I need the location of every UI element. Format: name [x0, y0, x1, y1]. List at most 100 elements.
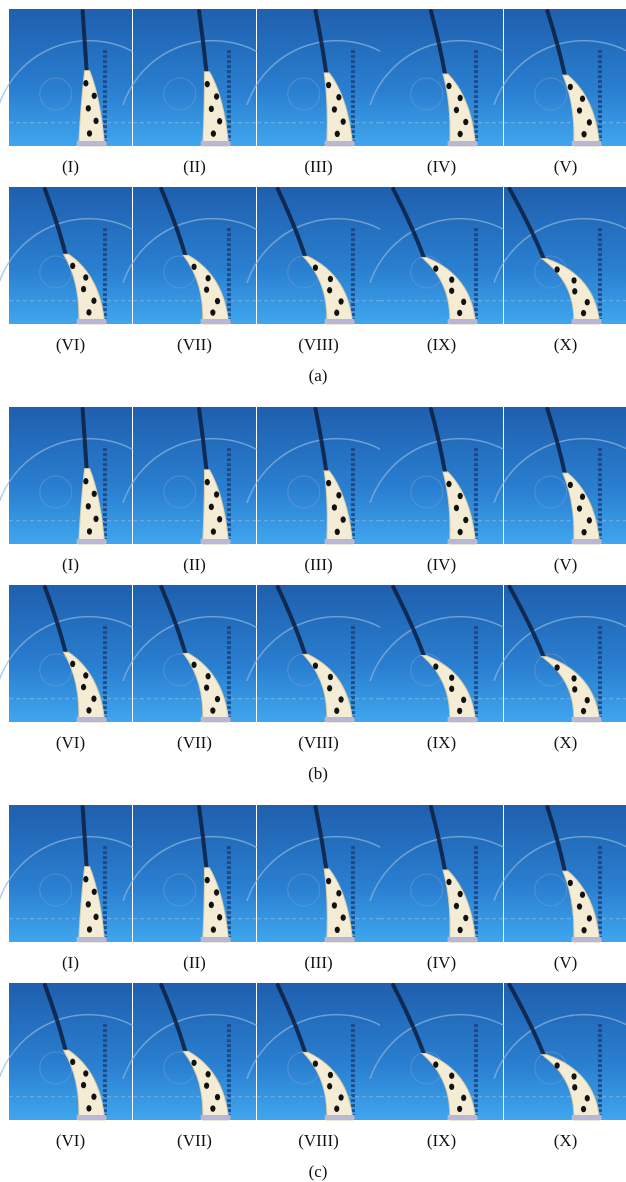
tentacle-dot — [454, 505, 459, 511]
tentacle-dot — [454, 107, 459, 113]
tentacle-dot — [206, 275, 211, 281]
tentacle-dot — [70, 661, 75, 667]
tentacle-dot — [555, 664, 560, 670]
tentacle-dot — [86, 1105, 91, 1111]
tentacle-dot — [568, 84, 573, 90]
photo-background — [257, 983, 380, 1120]
base-clamp — [325, 539, 355, 544]
tentacle-dot — [458, 891, 463, 897]
photo-background — [380, 9, 503, 146]
tentacle-dot — [585, 299, 590, 305]
base-clamp — [77, 1115, 107, 1120]
tentacle-dot — [204, 1082, 209, 1088]
tentacle-dot — [446, 481, 451, 487]
frame-label: (I) — [62, 953, 79, 972]
tentacle-dot — [328, 276, 333, 282]
frame-label: (II) — [183, 555, 206, 574]
tentacle-dot — [83, 1070, 88, 1076]
photo — [247, 805, 390, 942]
tentacle-dot — [191, 1060, 196, 1066]
tentacle-dot — [433, 1061, 438, 1067]
frame-label: (IX) — [427, 335, 456, 354]
base-clamp — [77, 319, 107, 324]
photo-background — [9, 9, 132, 146]
photo-background — [9, 805, 132, 942]
tentacle-dot — [587, 119, 592, 125]
photo — [370, 585, 513, 722]
tentacle-dot — [587, 517, 592, 523]
frame-label: (VI) — [56, 335, 85, 354]
frame-label: (VII) — [177, 335, 212, 354]
photo-background — [9, 407, 132, 544]
tentacle-dot — [334, 310, 339, 316]
photo-background — [133, 187, 256, 324]
tentacle-dot — [81, 1082, 86, 1088]
photo-background — [133, 9, 256, 146]
tentacle-dot — [580, 892, 585, 898]
tentacle-dot — [458, 95, 463, 101]
panel-label: (b) — [308, 764, 328, 783]
photo-background — [257, 187, 380, 324]
tentacle-dot — [446, 879, 451, 885]
base-clamp — [448, 1115, 478, 1120]
tentacle-dot — [457, 708, 462, 714]
frame-label: (X) — [554, 1131, 578, 1150]
tentacle-dot — [217, 914, 222, 920]
tentacle-dot — [338, 696, 343, 702]
photo — [123, 983, 266, 1120]
tentacle-dot — [92, 491, 97, 497]
tentacle-dot — [449, 1072, 454, 1078]
tentacle-dot — [209, 902, 214, 908]
tentacle-dot — [70, 263, 75, 269]
photo — [123, 9, 266, 146]
frame-label: (V) — [554, 953, 578, 972]
frame-label: (VI) — [56, 733, 85, 752]
frame-label: (III) — [304, 953, 332, 972]
frame-label: (VIII) — [298, 1131, 339, 1150]
tentacle-dot — [83, 478, 88, 484]
base-clamp — [325, 717, 355, 722]
base-clamp — [77, 717, 107, 722]
frame-label: (II) — [183, 953, 206, 972]
tentacle-dot — [449, 276, 454, 282]
tentacle-dot — [93, 118, 98, 124]
base-clamp — [325, 1115, 355, 1120]
tentacle-dot — [341, 118, 346, 124]
tentacle-dot — [336, 492, 341, 498]
tentacle-dot — [87, 528, 92, 534]
tentacle-dot — [83, 672, 88, 678]
frame-label: (IX) — [427, 1131, 456, 1150]
tentacle-dot — [91, 696, 96, 702]
frame-label: (X) — [554, 335, 578, 354]
photo — [0, 407, 142, 544]
tentacle-dot — [335, 927, 340, 933]
tentacle-dot — [571, 675, 576, 681]
tentacle-dot — [313, 1060, 318, 1066]
tentacle-dot — [463, 119, 468, 125]
base-clamp — [448, 539, 478, 544]
photo-background — [380, 187, 503, 324]
tentacle-dot — [205, 479, 210, 485]
tentacle-dot — [91, 298, 96, 304]
base-clamp — [572, 141, 602, 146]
frame-label: (III) — [304, 555, 332, 574]
tentacle-dot — [577, 903, 582, 909]
tentacle-dot — [86, 901, 91, 907]
tentacle-dot — [204, 684, 209, 690]
base-clamp — [201, 937, 231, 942]
tentacle-dot — [572, 686, 577, 692]
tentacle-dot — [217, 516, 222, 522]
tentacle-dot — [449, 288, 454, 294]
photo — [494, 407, 626, 544]
photo-background — [504, 187, 626, 324]
tentacle-dot — [214, 491, 219, 497]
tentacle-dot — [204, 286, 209, 292]
tentacle-dot — [454, 903, 459, 909]
frame-label: (VII) — [177, 1131, 212, 1150]
tentacle-dot — [461, 697, 466, 703]
photo — [123, 407, 266, 544]
base-clamp — [201, 539, 231, 544]
tentacle-dot — [568, 482, 573, 488]
tentacle-dot — [326, 878, 331, 884]
tentacle-dot — [326, 82, 331, 88]
